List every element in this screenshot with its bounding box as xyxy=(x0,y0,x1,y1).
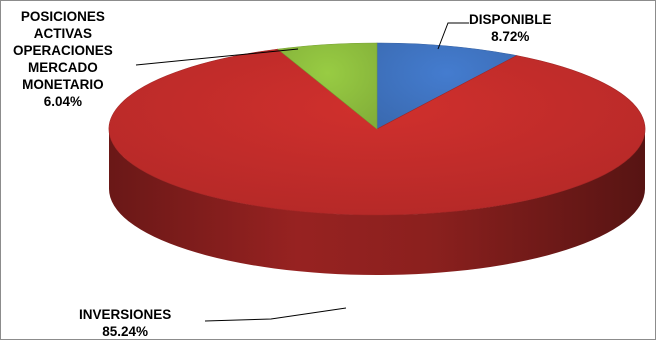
slice-disponible xyxy=(376,42,518,130)
slice-label-posiciones-line-3: OPERACIONES xyxy=(13,43,113,58)
slice-inversiones xyxy=(108,48,646,216)
slice-label-posiciones-line-5: MONETARIO xyxy=(22,77,104,92)
slice-value-inversiones: 85.24% xyxy=(102,324,149,339)
slice-label-posiciones-line-2: ACTIVAS xyxy=(33,26,93,41)
slice-posiciones xyxy=(276,42,378,130)
data-label-posiciones: POSICIONES ACTIVAS OPERACIONES MERCADO M… xyxy=(13,8,113,110)
slice-value-posiciones: 6.04% xyxy=(43,94,83,109)
slice-label-inversiones: INVERSIONES xyxy=(79,307,172,322)
slice-label-disponible: DISPONIBLE xyxy=(469,12,552,27)
data-label-disponible: DISPONIBLE 8.72% xyxy=(469,11,552,45)
slice-label-posiciones-line-1: POSICIONES xyxy=(20,9,105,24)
leader-line-disponible xyxy=(437,22,469,50)
leader-line-posiciones xyxy=(135,48,299,66)
slice-value-disponible: 8.72% xyxy=(491,29,530,44)
data-label-inversiones: INVERSIONES 85.24% xyxy=(79,306,172,339)
slice-side-inversiones xyxy=(109,129,645,275)
leader-line-inversiones xyxy=(204,307,347,322)
slice-label-posiciones-line-4: MERCADO xyxy=(28,60,98,75)
